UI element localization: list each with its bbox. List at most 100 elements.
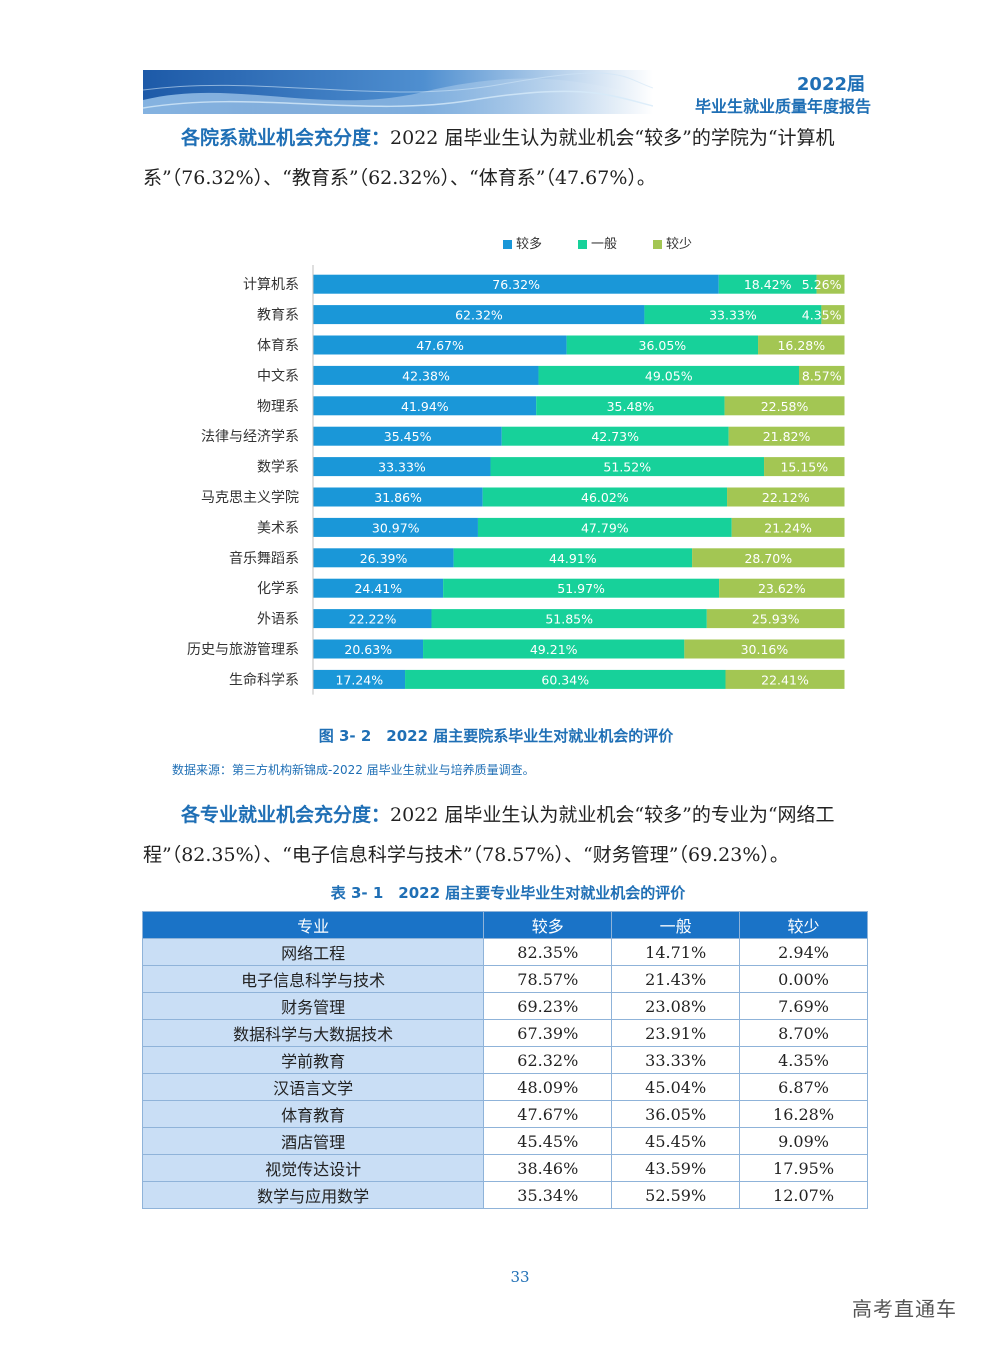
cell-percent: 33.33%: [611, 1046, 741, 1074]
bar-segment: [431, 609, 707, 629]
table-caption: 表 3- 1 2022 届主要专业毕业生对就业机会的评价: [330, 884, 686, 902]
bar-data-label: 44.91%: [549, 551, 597, 566]
cell-percent: 38.46%: [483, 1154, 613, 1182]
header-less: 较少: [739, 911, 868, 939]
cell-major-name: 学前教育: [141, 1046, 485, 1074]
bar-segment: [490, 457, 765, 477]
bar-segment: [313, 396, 537, 416]
bar-data-label: 47.67%: [416, 338, 464, 353]
bar-segment: [423, 639, 685, 659]
table-row: 网络工程 82.35% 14.71% 2.94%: [141, 938, 868, 966]
paragraph-lead: 各院系就业机会充分度：: [181, 127, 391, 149]
chart-plot: 计算机系 76.32% 18.42% 5.26% 教育系 62.32% 33.33% 4.35…: [187, 265, 845, 695]
bar-segment: [313, 487, 483, 507]
category-label: 美术系: [257, 520, 299, 536]
bar-data-label: 33.33%: [378, 460, 426, 475]
bar-data-label: 17.24%: [335, 672, 383, 687]
bar-segment: [313, 274, 719, 294]
header-more: 较多: [483, 911, 613, 939]
cell-percent: 9.09%: [739, 1127, 868, 1155]
bar-data-label: 35.45%: [384, 429, 432, 444]
bar-segment: [731, 517, 845, 537]
bar-data-label: 31.86%: [374, 490, 422, 505]
table-row: 汉语言文学 48.09% 45.04% 6.87%: [141, 1073, 868, 1101]
bar-data-label: 22.58%: [761, 399, 809, 414]
cell-major-name: 汉语言文学: [141, 1073, 485, 1101]
bar-segment: [718, 274, 817, 294]
legend-label: 较少: [666, 237, 693, 252]
cell-percent: 16.28%: [739, 1100, 868, 1128]
paragraph-department: 各院系就业机会充分度：2022 届毕业生认为就业机会“较多”的学院为“计算机系”…: [143, 118, 878, 198]
bar-segment: [313, 305, 645, 325]
table-row: 财务管理 69.23% 23.08% 7.69%: [141, 992, 868, 1020]
paragraph-major: 各专业就业机会充分度：2022 届毕业生认为就业机会“较多”的专业为“网络工程”…: [143, 795, 878, 875]
cell-percent: 21.43%: [611, 965, 741, 993]
header-average: 一般: [611, 911, 741, 939]
bar-data-label: 23.62%: [758, 581, 806, 596]
cell-percent: 4.35%: [739, 1046, 868, 1074]
cell-percent: 17.95%: [739, 1154, 868, 1182]
bar-segment: [684, 639, 845, 659]
cell-percent: 47.67%: [483, 1100, 613, 1128]
bar-segment: [821, 305, 845, 325]
cell-percent: 43.59%: [611, 1154, 741, 1182]
major-table: 专业 较多 一般 较少 网络工程 82.35% 14.71% 2.94% 电子信息科学与…: [141, 911, 868, 1209]
cell-percent: 36.05%: [611, 1100, 741, 1128]
bar-segment: [501, 426, 729, 446]
cell-percent: 45.45%: [483, 1127, 613, 1155]
bar-data-label: 36.05%: [639, 338, 687, 353]
bar-segment: [725, 669, 845, 689]
category-label: 物理系: [257, 399, 299, 415]
bar-data-label: 76.32%: [492, 277, 540, 292]
bar-segment: [758, 335, 845, 355]
bar-data-label: 30.16%: [741, 642, 789, 657]
bar-data-label: 5.26%: [802, 277, 842, 292]
legend-swatch: [578, 240, 587, 249]
cell-percent: 12.07%: [739, 1181, 868, 1209]
cell-percent: 8.70%: [739, 1019, 868, 1047]
bar-data-label: 4.35%: [802, 308, 842, 323]
cell-percent: 23.91%: [611, 1019, 741, 1047]
bar-segment: [443, 578, 720, 598]
banner-wave-graphic: [143, 70, 653, 114]
cell-percent: 0.00%: [739, 965, 868, 993]
cell-percent: 48.09%: [483, 1073, 613, 1101]
watermark-text: 高考直通车: [852, 1297, 957, 1321]
bar-data-label: 22.41%: [761, 672, 809, 687]
cell-percent: 52.59%: [611, 1181, 741, 1209]
report-title: 毕业生就业质量年度报告: [694, 97, 871, 116]
bar-data-label: 51.52%: [603, 460, 651, 475]
header-banner: [143, 70, 653, 114]
bar-data-label: 22.22%: [349, 612, 397, 627]
cell-major-name: 数据科学与大数据技术: [141, 1019, 485, 1047]
data-source-note: 数据来源：第三方机构新锦成-2022 届毕业生就业与培养质量调查。: [172, 763, 535, 777]
category-label: 教育系: [257, 308, 299, 324]
bar-data-label: 24.41%: [354, 581, 402, 596]
bar-segment: [482, 487, 728, 507]
bar-segment: [453, 548, 693, 568]
bar-data-label: 42.73%: [591, 429, 639, 444]
category-label: 数学系: [257, 460, 299, 476]
cell-major-name: 数学与应用数学: [141, 1181, 485, 1209]
bar-data-label: 35.48%: [607, 399, 655, 414]
bar-segment: [538, 365, 799, 385]
bar-data-label: 51.85%: [545, 612, 593, 627]
bar-segment: [644, 305, 822, 325]
legend-item-average: 一般: [578, 233, 617, 252]
cell-major-name: 财务管理: [141, 992, 485, 1020]
department-chart: 较多 一般 较少 计算机系 76.32% 18.42% 5.26% 教育系 62.32% 3…: [150, 220, 870, 700]
bar-segment: [313, 365, 539, 385]
cell-percent: 35.34%: [483, 1181, 613, 1209]
bar-data-label: 30.97%: [372, 520, 420, 535]
bar-segment: [313, 457, 491, 477]
bar-data-label: 49.05%: [645, 368, 693, 383]
bar-data-label: 49.21%: [530, 642, 578, 657]
category-label: 生命科学系: [229, 671, 299, 688]
bar-segment: [719, 578, 845, 598]
category-label: 马克思主义学院: [201, 490, 299, 506]
bar-data-label: 21.82%: [763, 429, 811, 444]
cell-percent: 2.94%: [739, 938, 868, 966]
cell-percent: 7.69%: [739, 992, 868, 1020]
paragraph-text: 2022 届毕业生认为就业机会“较多”的学院为“计算机系”（76.32%）、“教…: [143, 127, 835, 189]
bar-data-label: 26.39%: [360, 551, 408, 566]
